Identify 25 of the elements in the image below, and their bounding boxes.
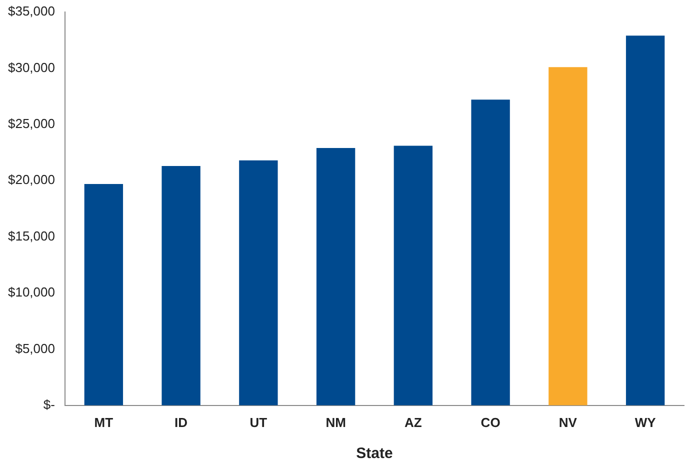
x-tick-label: WY <box>634 414 656 430</box>
x-tick-label: MT <box>94 414 114 430</box>
bar <box>84 184 124 406</box>
y-tick-label: $20,000 <box>8 172 55 188</box>
y-tick-label: $5,000 <box>15 340 55 356</box>
y-tick-label: $- <box>43 396 55 412</box>
bar <box>316 148 356 406</box>
bar <box>548 67 588 406</box>
x-tick-label: NM <box>326 414 346 430</box>
y-tick-label: $15,000 <box>8 228 55 244</box>
y-tick-label: $10,000 <box>8 284 55 300</box>
bar <box>394 146 433 406</box>
x-tick-label: ID <box>174 414 188 430</box>
x-tick-label: AZ <box>404 414 422 430</box>
y-tick-label: $35,000 <box>8 4 55 19</box>
y-tick-label: $30,000 <box>8 60 55 75</box>
x-tick-label: CO <box>480 414 500 430</box>
x-tick-label: NV <box>558 414 578 430</box>
y-tick-label: $25,000 <box>8 116 55 131</box>
bar <box>239 160 278 406</box>
x-axis-title: State <box>356 445 393 462</box>
bar <box>162 166 200 406</box>
bar <box>626 36 665 406</box>
bar <box>471 100 510 406</box>
x-tick-label: UT <box>250 414 268 430</box>
